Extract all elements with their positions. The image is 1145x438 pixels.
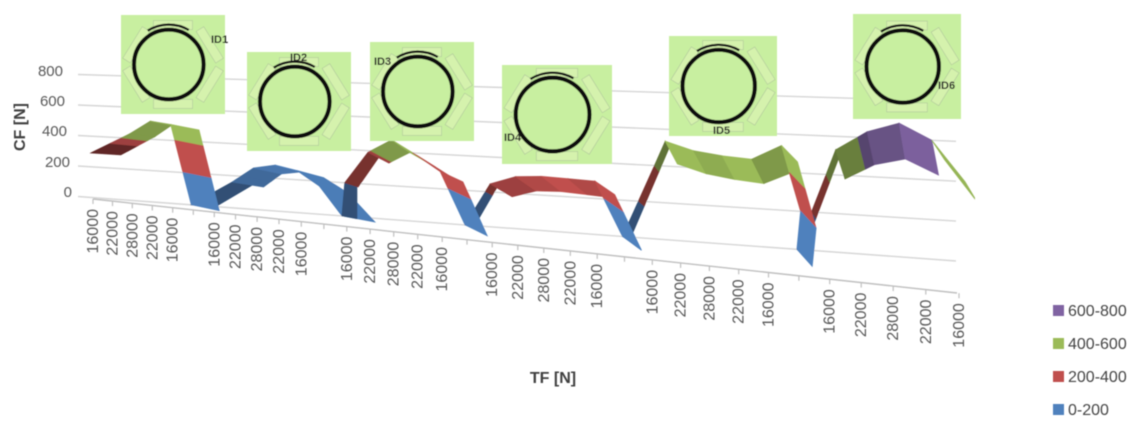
svg-text:16000: 16000 <box>85 209 102 254</box>
svg-text:28000: 28000 <box>124 213 141 258</box>
svg-text:16000: 16000 <box>589 264 606 309</box>
svg-text:22000: 22000 <box>228 224 245 269</box>
svg-text:ID6: ID6 <box>938 80 955 92</box>
svg-text:22000: 22000 <box>918 300 935 345</box>
svg-text:28000: 28000 <box>386 242 403 287</box>
svg-text:ID2: ID2 <box>290 52 307 64</box>
svg-text:0-200: 0-200 <box>1068 402 1109 419</box>
svg-text:28000: 28000 <box>701 276 718 321</box>
svg-text:22000: 22000 <box>731 279 748 324</box>
svg-text:ID3: ID3 <box>374 56 391 68</box>
svg-text:16000: 16000 <box>293 232 310 277</box>
svg-text:16000: 16000 <box>434 247 451 292</box>
svg-text:600-800: 600-800 <box>1068 303 1127 320</box>
svg-text:28000: 28000 <box>249 227 266 272</box>
svg-text:ID1: ID1 <box>211 34 228 46</box>
svg-text:16000: 16000 <box>951 303 968 348</box>
svg-text:22000: 22000 <box>105 211 122 256</box>
svg-text:ID5: ID5 <box>713 125 730 137</box>
svg-text:800: 800 <box>38 63 63 80</box>
svg-text:16000: 16000 <box>206 222 223 267</box>
svg-text:16000: 16000 <box>822 289 839 334</box>
svg-text:600: 600 <box>40 93 65 110</box>
svg-text:22000: 22000 <box>510 255 527 300</box>
svg-text:0: 0 <box>64 184 72 201</box>
svg-text:CF [N]: CF [N] <box>12 103 29 151</box>
svg-text:22000: 22000 <box>144 215 161 260</box>
svg-text:TF [N]: TF [N] <box>530 370 576 387</box>
svg-text:16000: 16000 <box>761 282 778 327</box>
svg-text:16000: 16000 <box>339 237 356 282</box>
svg-text:16000: 16000 <box>644 270 661 315</box>
svg-text:400: 400 <box>42 123 67 140</box>
svg-text:16000: 16000 <box>165 218 182 263</box>
svg-text:28000: 28000 <box>885 296 902 341</box>
svg-text:22000: 22000 <box>362 239 379 284</box>
svg-text:ID4: ID4 <box>504 132 522 144</box>
svg-text:22000: 22000 <box>410 244 427 289</box>
svg-text:22000: 22000 <box>271 229 288 274</box>
svg-text:22000: 22000 <box>562 261 579 306</box>
svg-text:400-600: 400-600 <box>1068 336 1127 353</box>
svg-text:22000: 22000 <box>853 293 870 338</box>
svg-text:200: 200 <box>45 154 70 171</box>
svg-text:28000: 28000 <box>536 258 553 303</box>
svg-text:22000: 22000 <box>673 273 690 318</box>
svg-text:16000: 16000 <box>484 252 501 297</box>
svg-text:200-400: 200-400 <box>1068 369 1127 386</box>
